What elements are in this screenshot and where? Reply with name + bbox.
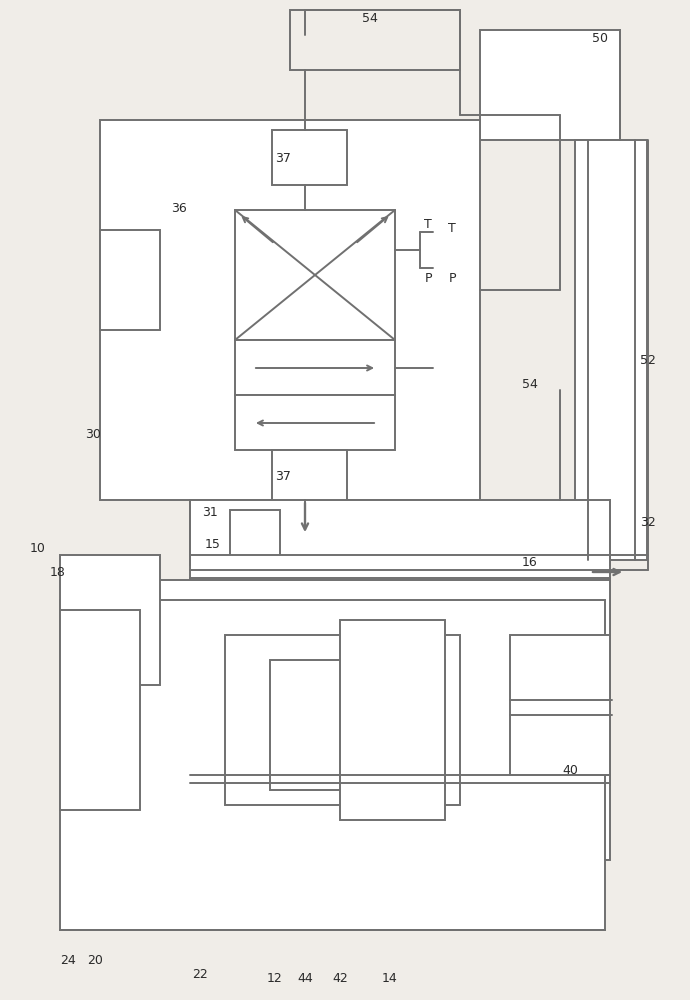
Bar [272, 130, 347, 185]
Bar [225, 635, 460, 805]
Text: 44: 44 [297, 972, 313, 984]
Bar [235, 210, 395, 340]
Text: 18: 18 [50, 566, 66, 578]
Text: 15: 15 [205, 538, 221, 552]
Text: 54: 54 [522, 378, 538, 391]
Text: T: T [448, 222, 456, 234]
Text: 52: 52 [640, 354, 656, 366]
Text: 50: 50 [592, 31, 608, 44]
Text: T: T [424, 219, 432, 232]
Text: 30: 30 [85, 428, 101, 442]
Text: 24: 24 [60, 954, 76, 966]
Text: 31: 31 [202, 506, 218, 518]
Text: 32: 32 [640, 516, 656, 528]
Bar [60, 610, 140, 810]
Text: 37: 37 [275, 151, 291, 164]
Text: 10: 10 [30, 542, 46, 554]
Text: 40: 40 [562, 764, 578, 776]
Text: 54: 54 [362, 11, 378, 24]
Bar [60, 555, 160, 685]
Text: 16: 16 [522, 556, 538, 568]
Bar [230, 510, 280, 565]
Bar [235, 395, 395, 450]
Bar [510, 635, 610, 775]
Text: 20: 20 [87, 954, 103, 966]
Bar [100, 120, 480, 500]
Text: 14: 14 [382, 972, 398, 984]
Bar [60, 600, 605, 930]
Bar [575, 140, 647, 560]
Text: 42: 42 [332, 972, 348, 984]
Text: 36: 36 [171, 202, 187, 215]
Bar [145, 580, 610, 860]
Bar [270, 660, 445, 790]
Text: 22: 22 [192, 968, 208, 982]
Bar [190, 555, 610, 785]
Text: 37: 37 [275, 470, 291, 483]
Bar [190, 500, 610, 565]
Bar [480, 30, 620, 140]
Text: 12: 12 [267, 972, 283, 984]
Text: P: P [424, 271, 432, 284]
Text: P: P [448, 271, 456, 284]
Bar [340, 620, 445, 820]
Bar [100, 230, 160, 330]
Bar [290, 10, 460, 70]
Bar [235, 340, 395, 395]
Bar [272, 450, 347, 505]
